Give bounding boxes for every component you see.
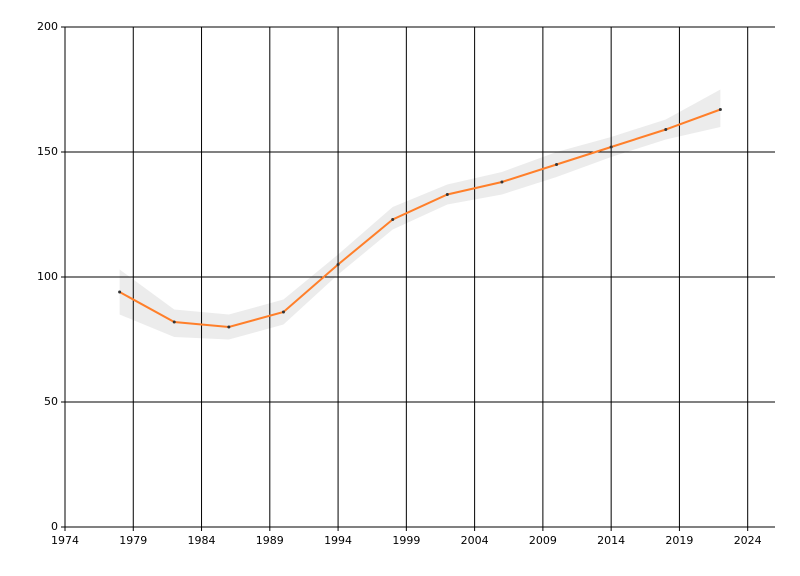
x-tick-label: 1989 <box>256 534 284 547</box>
point <box>391 218 395 221</box>
point <box>172 320 176 324</box>
point <box>664 128 668 131</box>
point <box>609 145 613 149</box>
x-tick-label: 1999 <box>392 534 420 547</box>
point <box>718 108 722 111</box>
x-tick-label: 1979 <box>119 534 147 547</box>
point <box>227 325 231 329</box>
point <box>555 163 559 166</box>
y-tick-label: 100 <box>37 270 58 283</box>
x-tick-label: 2004 <box>461 534 489 547</box>
x-tick-label: 2024 <box>734 534 762 547</box>
x-tick-label: 1984 <box>188 534 216 547</box>
point <box>336 263 340 266</box>
x-tick-label: 1994 <box>324 534 352 547</box>
x-tick-label: 1974 <box>51 534 79 547</box>
x-tick-label: 2014 <box>597 534 625 547</box>
line <box>119 108 721 329</box>
point <box>118 290 122 294</box>
confidence-band <box>119 89 721 340</box>
point <box>281 310 285 314</box>
point <box>500 180 504 184</box>
point <box>445 193 449 196</box>
x-tick-label: 2009 <box>529 534 557 547</box>
x-tick-label: 2019 <box>665 534 693 547</box>
y-tick-label: 200 <box>37 20 58 33</box>
y-tick-label: 50 <box>44 395 58 408</box>
y-tick-label: 0 <box>51 520 58 533</box>
y-tick-label: 150 <box>37 145 58 158</box>
